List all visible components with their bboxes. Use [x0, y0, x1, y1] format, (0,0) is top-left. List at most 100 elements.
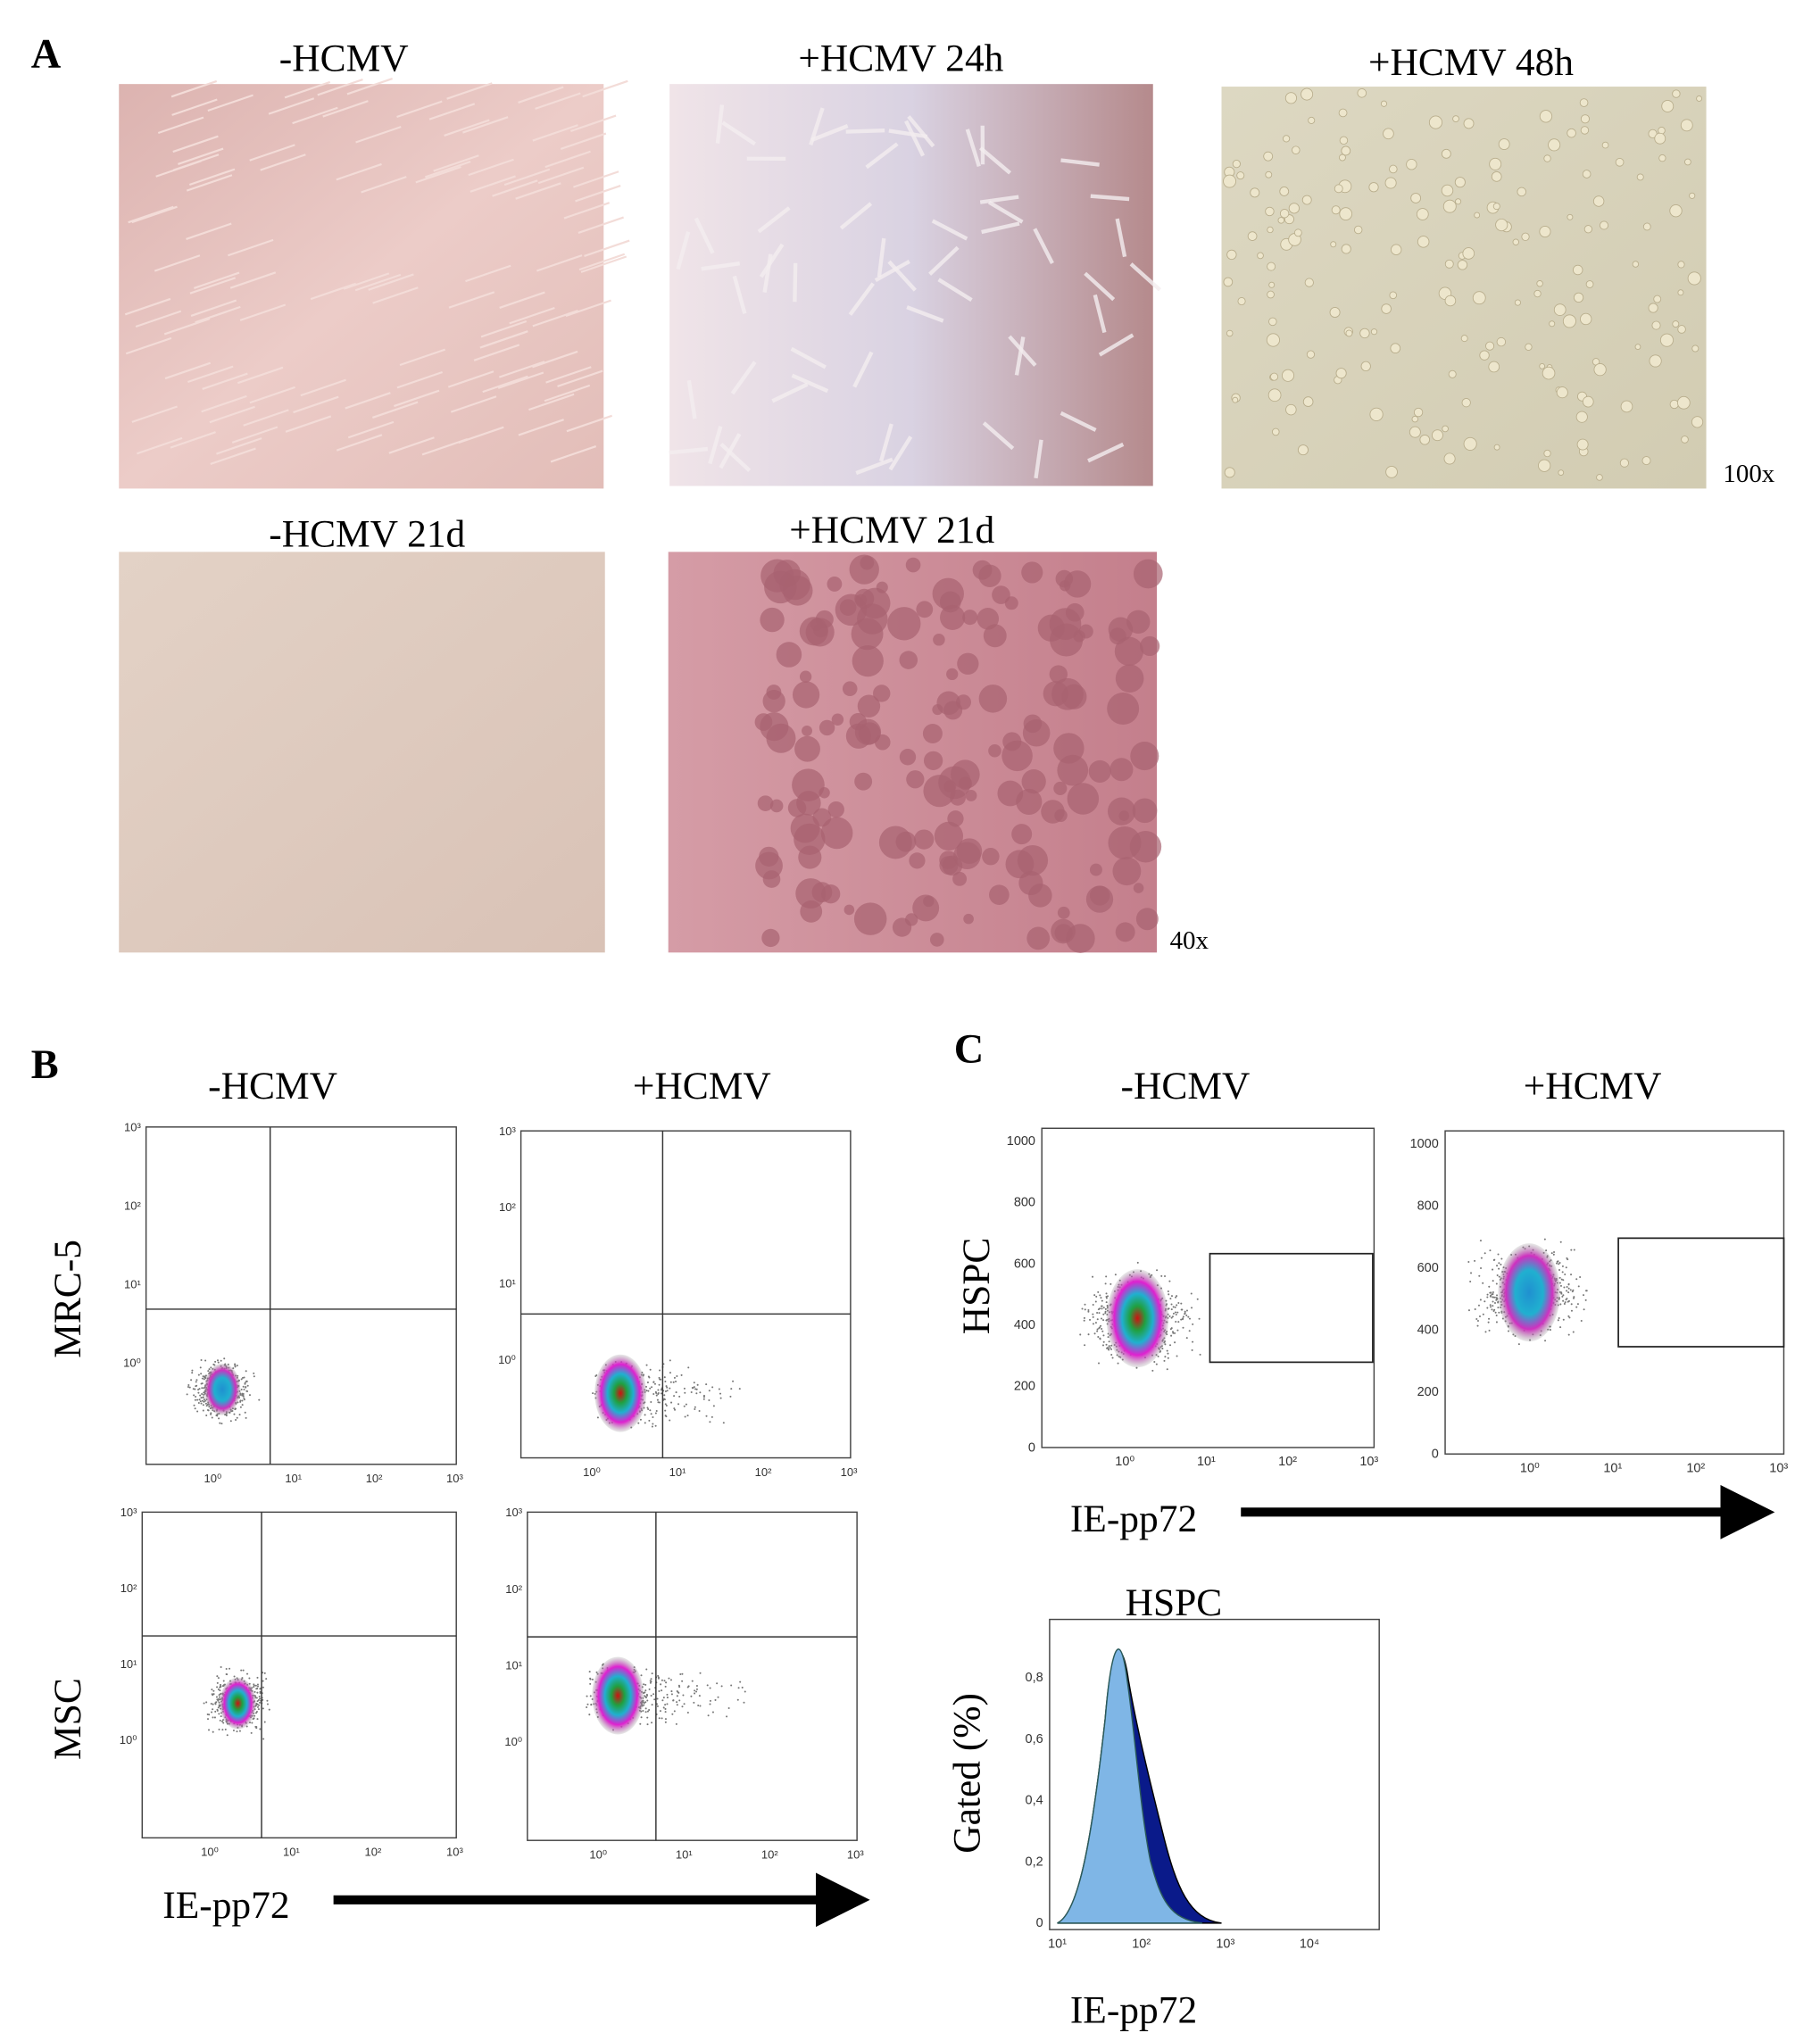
- event: [640, 1674, 643, 1677]
- cell: [1267, 388, 1282, 402]
- event: [656, 1697, 659, 1700]
- cell: [1583, 225, 1592, 234]
- event: [1474, 1259, 1476, 1262]
- cell: [771, 382, 809, 403]
- event: [656, 1705, 659, 1707]
- event: [1579, 1275, 1582, 1278]
- cell: [1135, 908, 1159, 931]
- cell: [1474, 212, 1481, 219]
- event: [1561, 1265, 1564, 1267]
- tick-label: 400: [1417, 1324, 1439, 1338]
- event: [256, 1685, 259, 1688]
- event: [1164, 1274, 1167, 1277]
- cell: [1576, 438, 1589, 451]
- cell: [1281, 369, 1295, 382]
- cell: [544, 384, 591, 402]
- cell: [895, 831, 917, 852]
- event: [204, 1359, 207, 1362]
- cell: [852, 645, 884, 677]
- event: [1562, 1299, 1565, 1302]
- event: [1175, 1313, 1177, 1316]
- event: [221, 1729, 224, 1731]
- event: [1488, 1317, 1491, 1320]
- event: [1084, 1308, 1086, 1311]
- cell: [317, 79, 363, 96]
- cell: [1288, 203, 1300, 214]
- event: [211, 1711, 213, 1714]
- event: [1167, 1290, 1169, 1293]
- cell: [1539, 362, 1546, 369]
- event: [1192, 1323, 1194, 1325]
- cell: [794, 823, 826, 856]
- event: [1479, 1299, 1482, 1301]
- event: [1101, 1328, 1103, 1331]
- event: [1570, 1309, 1573, 1312]
- cell: [923, 895, 935, 908]
- event: [642, 1709, 644, 1713]
- cell: [766, 723, 796, 753]
- event: [1182, 1317, 1184, 1320]
- cell: [1385, 466, 1398, 478]
- tick-label: 10⁰: [504, 1735, 522, 1748]
- column-title: +HCMV: [633, 1065, 771, 1108]
- event: [1570, 1249, 1573, 1251]
- event: [709, 1421, 711, 1423]
- cell: [557, 369, 603, 387]
- cell: [1558, 469, 1565, 476]
- event: [240, 1389, 243, 1391]
- event: [1164, 1356, 1167, 1358]
- cell: [906, 305, 944, 323]
- cell: [497, 371, 544, 389]
- event: [640, 1716, 643, 1719]
- cell: [1582, 170, 1591, 178]
- cell: [1023, 714, 1043, 734]
- event: [1483, 1252, 1486, 1255]
- event: [1498, 1311, 1500, 1314]
- cell: [1521, 232, 1530, 241]
- cell: [1339, 207, 1353, 220]
- event: [694, 1689, 696, 1692]
- event: [233, 1675, 236, 1678]
- event: [1469, 1280, 1472, 1282]
- event: [1083, 1319, 1085, 1322]
- event: [265, 1678, 268, 1680]
- event: [259, 1697, 262, 1700]
- event: [647, 1390, 650, 1392]
- cell: [931, 219, 968, 241]
- cell: [929, 933, 944, 947]
- event: [1489, 1249, 1492, 1252]
- event: [1109, 1347, 1111, 1349]
- cell: [819, 786, 830, 799]
- event: [203, 1400, 205, 1403]
- event: [670, 1693, 673, 1696]
- event: [212, 1694, 214, 1697]
- event: [210, 1366, 212, 1369]
- event: [1570, 1303, 1573, 1306]
- event: [693, 1382, 695, 1384]
- event: [201, 1392, 204, 1395]
- event: [1478, 1274, 1481, 1277]
- event: [220, 1715, 222, 1718]
- cell: [1133, 883, 1144, 893]
- event: [1476, 1319, 1479, 1323]
- event: [1486, 1293, 1489, 1296]
- event: [245, 1386, 247, 1389]
- event: [1099, 1294, 1101, 1297]
- event: [732, 1380, 735, 1382]
- event: [203, 1378, 205, 1381]
- event: [199, 1394, 202, 1397]
- event: [1497, 1307, 1500, 1309]
- image-title: +HCMV 48h: [1368, 41, 1574, 84]
- event: [207, 1729, 211, 1731]
- cell: [795, 878, 827, 909]
- event: [1096, 1312, 1099, 1315]
- event: [207, 1370, 210, 1373]
- cell: [721, 120, 756, 146]
- cell: [361, 176, 407, 194]
- cell: [1442, 199, 1457, 213]
- event: [1573, 1296, 1575, 1299]
- event: [669, 1387, 671, 1390]
- event: [216, 1686, 219, 1689]
- event: [253, 1372, 255, 1374]
- cell: [1462, 247, 1475, 260]
